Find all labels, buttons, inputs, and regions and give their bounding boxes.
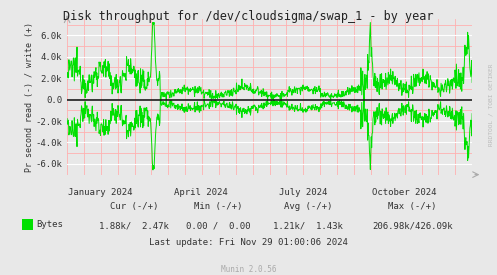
- Text: Munin 2.0.56: Munin 2.0.56: [221, 265, 276, 274]
- Text: April 2024: April 2024: [174, 188, 228, 197]
- Text: July 2024: July 2024: [279, 188, 327, 197]
- Text: Last update: Fri Nov 29 01:00:06 2024: Last update: Fri Nov 29 01:00:06 2024: [149, 238, 348, 247]
- Text: 0.00 /  0.00: 0.00 / 0.00: [186, 221, 251, 230]
- Text: 1.88k/  2.47k: 1.88k/ 2.47k: [99, 221, 169, 230]
- Text: Avg (-/+): Avg (-/+): [284, 202, 332, 211]
- Text: Disk throughput for /dev/cloudsigma/swap_1 - by year: Disk throughput for /dev/cloudsigma/swap…: [63, 10, 434, 23]
- Text: Bytes: Bytes: [36, 220, 63, 229]
- Text: Max (-/+): Max (-/+): [388, 202, 437, 211]
- Text: RRDTOOL / TOBI OETIKER: RRDTOOL / TOBI OETIKER: [489, 63, 494, 146]
- Text: 1.21k/  1.43k: 1.21k/ 1.43k: [273, 221, 343, 230]
- Text: Min (-/+): Min (-/+): [194, 202, 243, 211]
- Y-axis label: Pr second read (-) / write (+): Pr second read (-) / write (+): [25, 22, 34, 172]
- Text: October 2024: October 2024: [372, 188, 437, 197]
- Text: 206.98k/426.09k: 206.98k/426.09k: [372, 221, 453, 230]
- Text: January 2024: January 2024: [68, 188, 133, 197]
- Text: Cur (-/+): Cur (-/+): [110, 202, 159, 211]
